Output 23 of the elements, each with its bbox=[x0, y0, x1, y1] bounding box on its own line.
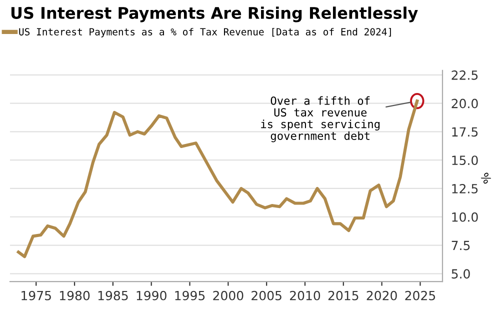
x-tick-label: 2000 bbox=[213, 290, 244, 300]
y-tick-label: 17.5 bbox=[452, 127, 478, 137]
y-tick-label: 5.0 bbox=[452, 269, 470, 279]
x-tick-label: 2025 bbox=[405, 290, 436, 300]
x-tick-label: 1985 bbox=[98, 290, 128, 300]
x-tick-label: 1990 bbox=[136, 290, 166, 300]
chart-title: US Interest Payments Are Rising Relentlessly bbox=[11, 6, 418, 22]
x-tick-label: 1975 bbox=[22, 290, 51, 300]
x-tick-label: 1995 bbox=[175, 290, 205, 300]
legend-label: US Interest Payments as a % of Tax Revenue [Data as of End 2024] bbox=[19, 28, 391, 38]
y-tick-label: 7.5 bbox=[452, 240, 470, 250]
y-tick-label: 12.5 bbox=[452, 184, 478, 194]
y-tick-label: 15.0 bbox=[452, 156, 478, 166]
y-tick-label: 20.0 bbox=[452, 98, 478, 108]
y-axis-title: % bbox=[480, 172, 492, 184]
x-tick-label: 2015 bbox=[328, 290, 358, 300]
x-tick-label: 2005 bbox=[252, 290, 282, 300]
y-tick-label: 22.5 bbox=[452, 70, 478, 80]
y-tick-label: 10.0 bbox=[452, 212, 478, 222]
x-tick-label: 2010 bbox=[290, 290, 320, 300]
x-tick-label: 1980 bbox=[60, 290, 90, 300]
x-tick-label: 2020 bbox=[366, 290, 397, 300]
annotation: Over a fifth of US tax revenue is spent servicing government debt bbox=[261, 96, 380, 142]
